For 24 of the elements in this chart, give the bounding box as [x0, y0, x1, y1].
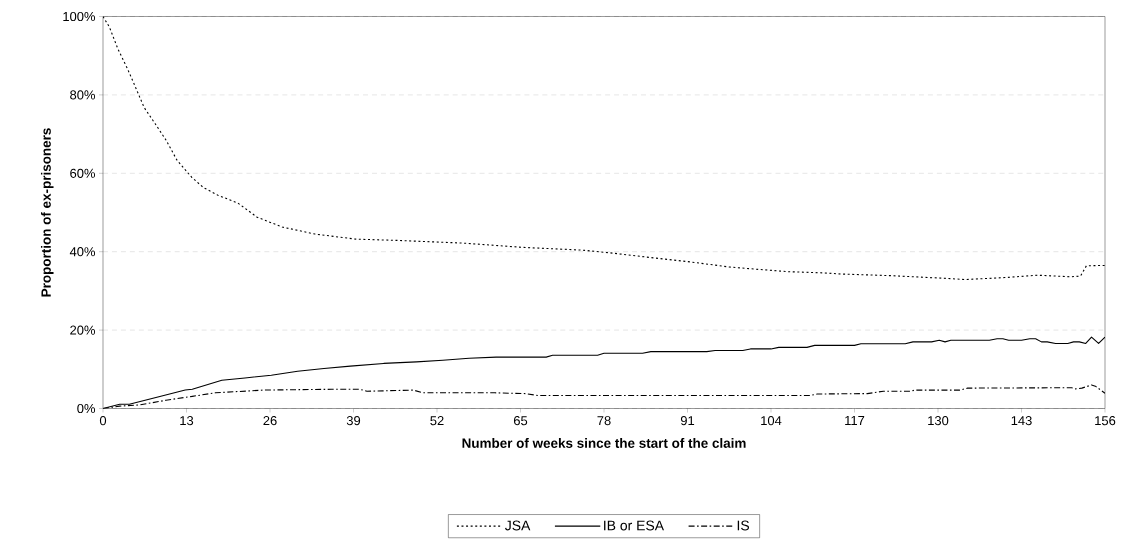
x-tick-label: 78	[597, 416, 611, 426]
x-tick-label: 117	[845, 416, 865, 425]
x-tick-label: 130	[928, 416, 949, 426]
x-tick-label: 26	[263, 416, 277, 426]
legend-label: IB or ESA	[604, 520, 665, 531]
y-tick-label: 20%	[70, 325, 96, 335]
y-tick-label: 100%	[63, 11, 96, 22]
y-tick-label: 0%	[77, 403, 96, 414]
legend-label: IS	[737, 520, 750, 531]
y-tick-label: 40%	[69, 247, 96, 257]
y-axis-title: Proportion of ex-prisoners	[40, 128, 54, 297]
x-tick-label: 143	[1011, 416, 1032, 426]
x-tick-label: 39	[346, 416, 361, 426]
x-tick-label: 0	[99, 416, 107, 426]
x-tick-label: 104	[761, 416, 782, 426]
x-tick-label: 91	[680, 416, 695, 426]
x-axis-title: Number of weeks since the start of the claim	[462, 438, 746, 448]
y-tick-label: 80%	[70, 90, 96, 100]
x-tick-label: 13	[180, 416, 194, 426]
x-tick-label: 156	[1095, 416, 1116, 426]
x-tick-label: 52	[430, 416, 444, 426]
legend-label: JSA	[505, 520, 531, 531]
x-tick-label: 65	[513, 416, 528, 426]
y-tick-label: 60%	[70, 168, 96, 178]
